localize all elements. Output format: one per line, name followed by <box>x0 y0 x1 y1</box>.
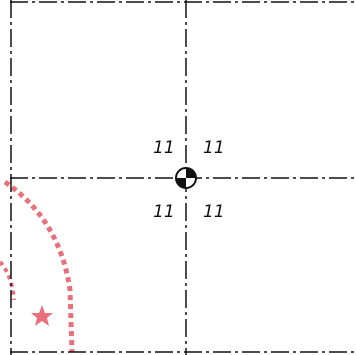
dimension-top-left: 11 <box>153 138 175 158</box>
inner-dotted-arc <box>0 260 16 301</box>
highlight-arcs <box>0 179 75 353</box>
dimension-bottom-right: 11 <box>203 202 225 222</box>
star-icon <box>31 305 53 326</box>
center-of-gravity-icon <box>175 167 197 189</box>
outer-dotted-arc <box>3 179 75 353</box>
dimension-bottom-left: 11 <box>153 202 175 222</box>
dimension-top-right: 11 <box>203 138 225 158</box>
